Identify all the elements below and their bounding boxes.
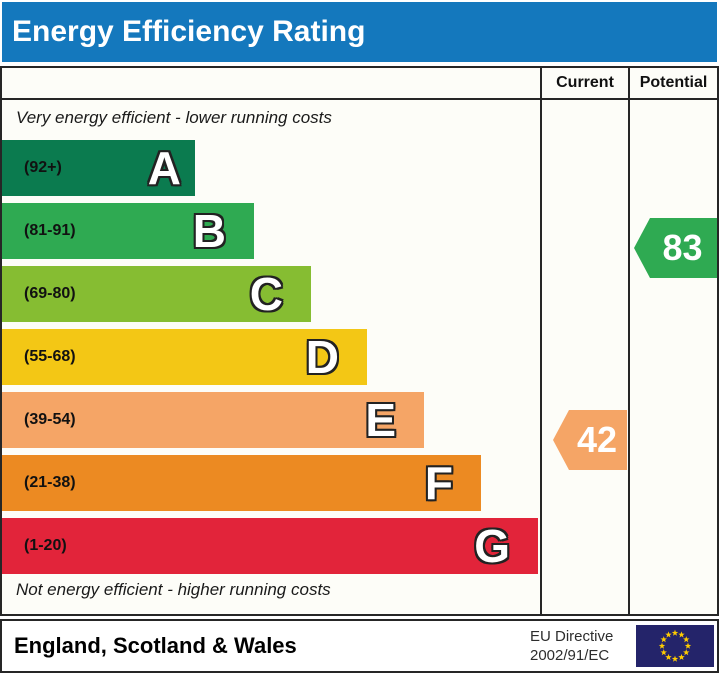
- band-row-b: (81-91) B: [2, 203, 254, 259]
- band-bar-d: (55-68) D: [2, 329, 367, 385]
- page-title: Energy Efficiency Rating: [12, 15, 366, 48]
- band-letter-e: E: [365, 394, 396, 446]
- band-letter-g: G: [474, 520, 510, 572]
- band-range-label-d: (55-68): [24, 348, 76, 365]
- potential-column-header: Potential: [639, 74, 708, 91]
- band-row-d: (55-68) D: [2, 329, 367, 385]
- band-row-a: (92+) A: [2, 140, 195, 196]
- eu-directive-line2: 2002/91/EC: [530, 647, 610, 664]
- current-rating-pointer: 42: [553, 410, 627, 470]
- band-bar-g: (1-20) G: [2, 518, 538, 574]
- footer: England, Scotland & Wales EU Directive 2…: [0, 619, 719, 673]
- header-row-divider: [2, 98, 717, 100]
- band-range-label-e: (39-54): [24, 411, 76, 428]
- band-range-label-a: (92+): [24, 159, 62, 176]
- current-column-header: Current: [556, 74, 614, 91]
- potential-rating-pointer: 83: [634, 218, 717, 278]
- band-range-label-f: (21-38): [24, 474, 76, 491]
- current-rating-value: 42: [576, 419, 618, 460]
- band-bar-c: (69-80) C: [2, 266, 311, 322]
- bottom-note: Not energy efficient - higher running co…: [16, 580, 331, 599]
- band-range-label-b: (81-91): [24, 222, 76, 239]
- eu-directive-line1: EU Directive: [530, 628, 614, 645]
- band-range-label-c: (69-80): [24, 285, 76, 302]
- band-row-f: (21-38) F: [2, 455, 481, 511]
- band-bar-e: (39-54) E: [2, 392, 424, 448]
- band-letter-b: B: [192, 205, 226, 257]
- band-bar-b: (81-91) B: [2, 203, 254, 259]
- eu-flag-icon: [636, 625, 714, 667]
- band-bar-f: (21-38) F: [2, 455, 481, 511]
- band-letter-a: A: [147, 142, 181, 194]
- region-label: England, Scotland & Wales: [14, 633, 297, 658]
- eu-directive-label: EU Directive 2002/91/EC: [530, 627, 613, 665]
- band-bar-a: (92+) A: [2, 140, 195, 196]
- title-bar: Energy Efficiency Rating: [2, 2, 717, 62]
- current-column-divider: [540, 68, 542, 614]
- band-row-c: (69-80) C: [2, 266, 311, 322]
- band-letter-d: D: [305, 331, 339, 383]
- band-row-g: (1-20) G: [2, 518, 538, 574]
- potential-column-divider: [628, 68, 630, 614]
- band-range-label-g: (1-20): [24, 537, 67, 554]
- rating-table: Current Potential Very energy efficient …: [0, 66, 719, 616]
- band-row-e: (39-54) E: [2, 392, 424, 448]
- band-letter-c: C: [249, 268, 283, 320]
- top-note: Very energy efficient - lower running co…: [16, 108, 332, 127]
- potential-rating-value: 83: [662, 227, 703, 268]
- band-letter-f: F: [424, 457, 453, 509]
